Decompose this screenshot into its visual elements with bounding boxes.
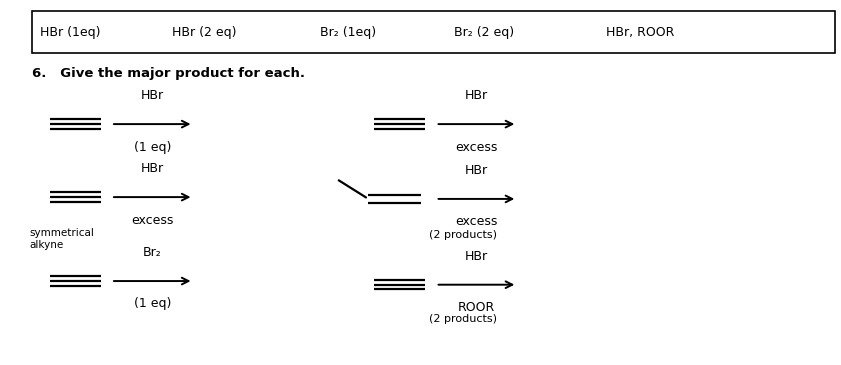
Text: (1 eq): (1 eq) [134, 141, 171, 154]
Text: (2 products): (2 products) [429, 230, 497, 240]
Text: HBr: HBr [140, 162, 164, 175]
Text: HBr: HBr [465, 164, 488, 177]
Text: Br₂ (1eq): Br₂ (1eq) [320, 26, 376, 39]
Text: HBr (1eq): HBr (1eq) [40, 26, 101, 39]
Text: symmetrical
alkyne: symmetrical alkyne [29, 228, 94, 250]
Text: excess: excess [455, 141, 498, 154]
Text: Br₂: Br₂ [143, 246, 161, 259]
Bar [32, 11, 835, 53]
Text: Br₂ (2 eq): Br₂ (2 eq) [454, 26, 514, 39]
Text: ROOR: ROOR [458, 301, 495, 314]
Text: HBr, ROOR: HBr, ROOR [606, 26, 674, 39]
Text: (2 products): (2 products) [429, 314, 497, 324]
Text: HBr: HBr [140, 89, 164, 102]
Text: (1 eq): (1 eq) [134, 297, 171, 311]
Text: HBr (2 eq): HBr (2 eq) [172, 26, 237, 39]
Text: 6.   Give the major product for each.: 6. Give the major product for each. [32, 66, 305, 80]
Text: excess: excess [455, 215, 498, 228]
Text: HBr: HBr [465, 250, 488, 263]
Text: HBr: HBr [465, 89, 488, 102]
Text: excess: excess [131, 214, 173, 227]
